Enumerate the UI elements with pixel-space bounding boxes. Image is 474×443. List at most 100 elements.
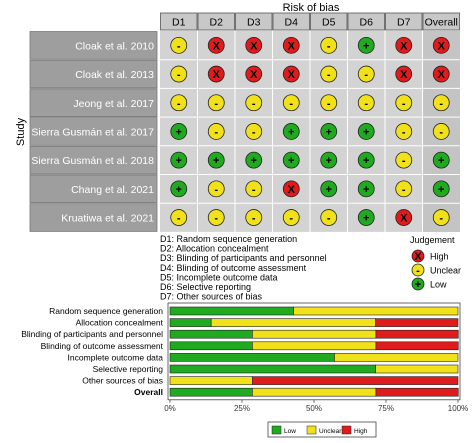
- judgement-symbol: -: [364, 98, 368, 110]
- judgement-cell-d3: X: [245, 65, 263, 83]
- judgement-cell-d5: +: [320, 180, 338, 198]
- bar-category-label: Incomplete outcome data: [68, 352, 164, 362]
- column-header-d1: D1: [172, 17, 186, 29]
- judgement-cell-d4: X: [282, 36, 300, 54]
- bar-category-label: Blinding of participants and personnel: [21, 329, 163, 339]
- study-label: Jeong et al. 2017: [73, 98, 154, 110]
- judgement-cell-d3: -: [245, 123, 263, 140]
- legend-symbol-high: X: [411, 249, 425, 263]
- judgement-symbol: +: [176, 126, 182, 138]
- judgement-symbol: +: [363, 126, 369, 138]
- judgement-cell-d6: -: [357, 65, 375, 83]
- judgement-cell-d4: +: [282, 123, 300, 140]
- judgement-symbol: -: [214, 126, 218, 138]
- bar-segment-low: [169, 364, 376, 374]
- judgement-symbol: -: [327, 98, 331, 110]
- judgement-symbol: +: [288, 155, 294, 167]
- judgement-cell-d5: +: [320, 151, 338, 169]
- judgement-cell-d3: +: [245, 151, 263, 169]
- judgement-symbol: -: [214, 213, 218, 225]
- judgement-cell-overall: X: [432, 65, 450, 83]
- bar-segment-low: [169, 306, 294, 316]
- judgement-symbol: X: [250, 40, 258, 52]
- judgement-cell-d3: -: [245, 209, 263, 226]
- domain-key-item: D3: Blinding of participants and personn…: [160, 253, 327, 263]
- judgement-cell-overall: +: [432, 151, 450, 169]
- judgement-symbol: -: [327, 40, 331, 52]
- judgement-symbol: +: [438, 155, 444, 167]
- judgement-symbol: +: [176, 184, 182, 196]
- study-label: Cloak et al. 2010: [75, 40, 154, 52]
- risk-grid: D1 D2 D3 D4 D5 D6 D7 Overall Cloak et al. 2010 - X…: [29, 12, 460, 232]
- judgement-symbol: X: [213, 40, 221, 52]
- judgement-symbol: X: [414, 251, 422, 263]
- judgement-cell-d6: +: [357, 36, 375, 54]
- bar-category-label: Selective reporting: [93, 364, 164, 374]
- judgement-cell-d5: +: [320, 123, 338, 140]
- judgement-symbol: +: [326, 155, 332, 167]
- judgement-symbol: +: [363, 213, 369, 225]
- judgement-symbol: -: [402, 155, 406, 167]
- x-tick-label: 50%: [306, 404, 322, 413]
- domain-key-item: D2: Allocation concealment: [160, 244, 269, 254]
- bar-segment-unclear: [252, 387, 377, 397]
- judgement-cell-d4: -: [282, 209, 300, 226]
- judgement-cell-overall: +: [432, 180, 450, 198]
- judgement-symbol: X: [250, 69, 258, 81]
- domain-key-item: D6: Selective reporting: [160, 282, 251, 292]
- bar-segment-unclear: [169, 376, 253, 385]
- judgement-symbol: -: [402, 126, 406, 138]
- judgement-cell-d6: +: [357, 123, 375, 140]
- column-header-d3: D3: [247, 17, 261, 29]
- judgement-cell-d1: -: [170, 65, 188, 83]
- bar-segment-low: [169, 387, 253, 397]
- judgement-cell-d5: -: [320, 65, 338, 83]
- judgement-symbol: +: [213, 155, 219, 167]
- judgement-symbol: -: [252, 184, 256, 196]
- judgement-symbol: X: [438, 69, 446, 81]
- bar-segment-low: [169, 329, 253, 339]
- summary-bar-chart: Random sequence generation Allocation con…: [21, 302, 468, 438]
- bar-category-label: Allocation concealment: [76, 318, 164, 328]
- judgement-cell-d2: -: [207, 180, 225, 198]
- judgement-symbol: -: [364, 69, 368, 81]
- judgement-symbol: -: [327, 213, 331, 225]
- bar-segment-unclear: [252, 329, 377, 339]
- judgement-cell-d5: -: [320, 94, 338, 112]
- judgement-symbol: -: [214, 184, 218, 196]
- judgement-cell-d1: -: [170, 36, 188, 54]
- x-tick-label: 100%: [448, 404, 468, 413]
- legend-symbol-unclear: -: [411, 263, 425, 277]
- judgement-cell-d4: X: [282, 65, 300, 83]
- judgement-symbol: +: [251, 155, 257, 167]
- legend-label-high: High: [430, 252, 449, 262]
- x-tick-label: 0%: [164, 404, 176, 413]
- bar-segment-unclear: [210, 318, 376, 327]
- judgement-symbol: -: [327, 69, 331, 81]
- bar-segment-unclear: [252, 341, 377, 351]
- legend-label-low: Low: [430, 280, 447, 290]
- bar-segment-unclear: [334, 353, 459, 362]
- bar-segment-low: [169, 341, 253, 351]
- x-tick-label: 25%: [234, 404, 250, 413]
- domain-key-item: D5: Incomplete outcome data: [160, 272, 278, 282]
- domain-key-item: D7: Other sources of bias: [160, 292, 263, 302]
- judgement-cell-d3: -: [245, 180, 263, 198]
- judgement-cell-d7: -: [395, 180, 413, 198]
- judgement-cell-d7: -: [395, 94, 413, 112]
- judgement-symbol: X: [400, 213, 408, 225]
- bar-segment-high: [252, 376, 459, 385]
- judgement-symbol: X: [213, 69, 221, 81]
- judgement-symbol: -: [439, 126, 443, 138]
- judgement-cell-d1: -: [170, 94, 188, 112]
- bar-category-label: Overall: [134, 387, 163, 397]
- study-label: Sierra Gusmán et al. 2018: [31, 155, 154, 167]
- judgement-cell-d6: +: [357, 180, 375, 198]
- bar-segment-high: [375, 387, 459, 397]
- judgement-symbol: -: [252, 126, 256, 138]
- bar-segment-high: [375, 329, 459, 339]
- bar-legend-swatch-unclear: [306, 425, 317, 435]
- study-label: Cloak et al. 2013: [75, 69, 154, 81]
- judgement-symbol: X: [288, 184, 296, 196]
